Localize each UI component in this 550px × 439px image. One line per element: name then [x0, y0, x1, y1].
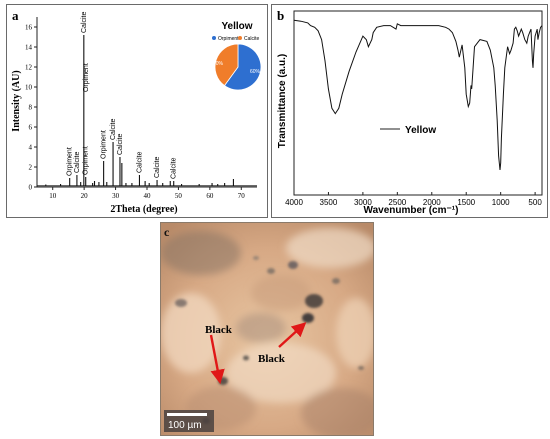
- xrd-peak-annotation: Orpiment: [101, 130, 108, 159]
- panel-c-letter: c: [164, 225, 170, 239]
- xrd-peak-annotation: Calcite: [136, 151, 143, 173]
- xrd-peak-annotation: Calcite: [81, 11, 88, 33]
- panel-a-xrd-chart: a 10 20 30 40 50 60 70 0 2 4 6 8 10 12 14 16 Orpiment Ca…: [6, 4, 268, 218]
- xrd-y-tick-label: 6: [29, 124, 33, 132]
- sample-name-label: Yellow: [221, 21, 252, 32]
- xrd-x-tick-label: 50: [175, 192, 183, 200]
- ftir-x-tick-label: 3500: [320, 198, 338, 207]
- pie-legend-swatch-calcite: [238, 36, 242, 40]
- annotation-black-left: Black: [205, 324, 233, 336]
- ftir-y-axis-label: Transmittance (a.u.): [277, 54, 288, 148]
- pie-legend-calcite: Calcite: [244, 36, 260, 42]
- xrd-x-axis-label: 2Theta (degree): [110, 204, 177, 215]
- dark-particles: [175, 256, 364, 424]
- arrow-black-left: [209, 334, 225, 385]
- ftir-plot-frame: [293, 10, 543, 196]
- ftir-x-tick-label: 1500: [457, 198, 475, 207]
- xrd-peak-annotation: Calcite: [117, 133, 124, 155]
- xrd-x-tick-label: 30: [112, 192, 120, 200]
- ftir-x-tick-label: 4000: [285, 198, 303, 207]
- pie-label-orpiment: 60%: [250, 69, 261, 75]
- ftir-x-axis-label: Wavenumber (cm⁻¹): [364, 205, 459, 216]
- xrd-y-tick-label: 8: [29, 104, 33, 112]
- ftir-chart-svg: b 4000 3500 3000 2500 2000 1500 1000 500 Yellow…: [277, 8, 543, 216]
- panel-a-letter: a: [12, 8, 19, 23]
- ftir-x-tick-label: 3000: [354, 198, 372, 207]
- pie-slice-calcite: [214, 43, 239, 87]
- xrd-peak-annotation: Calcite: [74, 151, 81, 173]
- pie-legend-swatch-orpiment: [212, 36, 216, 40]
- micrograph-image: Black Black 100 µm: [161, 223, 373, 435]
- xrd-y-tick-label: 2: [29, 164, 33, 172]
- xrd-peaks: [37, 35, 257, 187]
- ftir-x-tick-label: 1000: [492, 198, 510, 207]
- scale-bar-label: 100 µm: [168, 420, 202, 431]
- scale-bar: [167, 413, 207, 416]
- pie-label-calcite: 40%: [213, 61, 224, 67]
- inset-pie-chart: Yellow Orpiment Calcite 60% 40%: [212, 21, 262, 91]
- xrd-peak-annotation: Calcite: [154, 156, 161, 178]
- ftir-axes: 4000 3500 3000 2500 2000 1500 1000 500: [285, 10, 543, 207]
- ftir-x-tick-label: 2000: [423, 198, 441, 207]
- pie-legend-orpiment: Orpiment: [218, 36, 239, 42]
- xrd-y-tick-label: 16: [25, 24, 33, 32]
- panel-c-micrograph: Black Black 100 µm c: [160, 222, 374, 436]
- xrd-y-tick-label: 4: [29, 144, 33, 152]
- annotation-black-right: Black: [258, 353, 286, 365]
- ftir-x-tick-label: 500: [528, 198, 542, 207]
- arrow-black-right: [278, 322, 307, 348]
- xrd-peak-annotation: Orpiment: [83, 146, 90, 175]
- micrograph-texture: [161, 228, 373, 435]
- ftir-x-tick-label: 2500: [388, 198, 406, 207]
- panel-b-ftir-chart: b 4000 3500 3000 2500 2000 1500 1000 500 Yellow…: [271, 4, 548, 218]
- panel-b-letter: b: [277, 8, 284, 23]
- xrd-x-tick-label: 60: [206, 192, 214, 200]
- xrd-peak-annotations: Orpiment CalciteCalciteOrpimentOrpimentOr…: [67, 11, 178, 179]
- xrd-axes: 10 20 30 40 50 60 70 0 2 4 6 8 10 12 14 16: [25, 17, 257, 200]
- xrd-y-tick-label: 14: [25, 44, 33, 52]
- xrd-y-tick-label: 10: [25, 84, 33, 92]
- xrd-peak-annotation: Calcite: [110, 118, 117, 140]
- xrd-x-tick-label: 40: [144, 192, 152, 200]
- ftir-legend-label: Yellow: [405, 125, 436, 136]
- xrd-y-axis-label: Intensity (AU): [11, 70, 22, 131]
- pie-slice-orpiment: [223, 43, 262, 91]
- xrd-x-tick-label: 10: [49, 192, 57, 200]
- pie-legend: Orpiment Calcite: [212, 36, 260, 42]
- xrd-y-tick-label: 12: [25, 64, 33, 72]
- xrd-peak-annotation: Orpiment: [83, 63, 90, 92]
- ftir-series-yellow: [293, 19, 543, 170]
- xrd-y-tick-label: 0: [29, 184, 33, 192]
- xrd-x-tick-label: 70: [238, 192, 246, 200]
- xrd-peak-annotation: Orpiment: [67, 147, 74, 176]
- xrd-x-tick-label: 20: [81, 192, 89, 200]
- xrd-peak-annotation: Calcite: [171, 157, 178, 179]
